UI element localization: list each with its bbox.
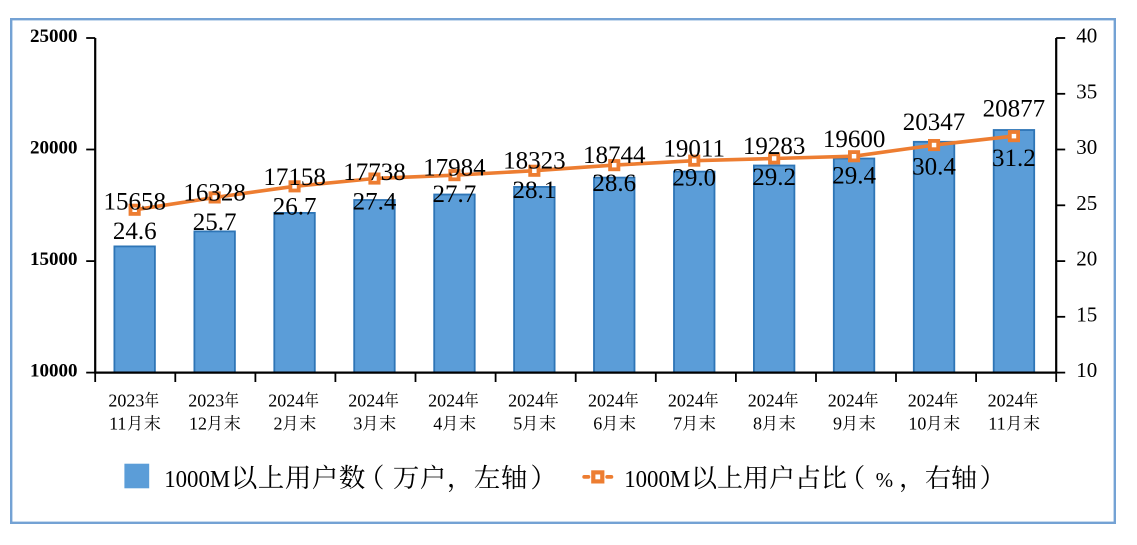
svg-text:27.7: 27.7 — [433, 181, 477, 208]
svg-text:1000M: 1000M — [624, 467, 690, 493]
svg-text:28.1: 28.1 — [513, 177, 557, 204]
svg-text:30: 30 — [1076, 135, 1097, 159]
svg-text:18323: 18323 — [503, 147, 566, 174]
svg-text:20877: 20877 — [983, 95, 1046, 122]
svg-text:11: 11 — [109, 413, 126, 433]
svg-text:29.2: 29.2 — [752, 164, 796, 191]
svg-text:2024: 2024 — [588, 390, 624, 410]
svg-text:2024: 2024 — [668, 390, 704, 410]
svg-text:18744: 18744 — [583, 142, 646, 169]
svg-text:25000: 25000 — [30, 26, 78, 47]
svg-text:25: 25 — [1076, 191, 1097, 215]
svg-text:40: 40 — [1076, 24, 1097, 48]
svg-text:15: 15 — [1076, 302, 1097, 326]
svg-text:27.4: 27.4 — [353, 189, 397, 216]
svg-text:35: 35 — [1076, 79, 1097, 103]
svg-text:2: 2 — [274, 413, 283, 433]
svg-text:6: 6 — [593, 413, 602, 433]
svg-text:8: 8 — [753, 413, 762, 433]
svg-text:2024: 2024 — [908, 390, 944, 410]
svg-text:2024: 2024 — [268, 390, 304, 410]
svg-text:2023: 2023 — [108, 390, 144, 410]
svg-text:2024: 2024 — [828, 390, 864, 410]
svg-text:10000: 10000 — [30, 361, 78, 382]
svg-text:2024: 2024 — [508, 390, 544, 410]
svg-text:2024: 2024 — [748, 390, 784, 410]
svg-text:19283: 19283 — [743, 133, 806, 160]
svg-text:10: 10 — [908, 413, 926, 433]
svg-text:15658: 15658 — [103, 189, 166, 216]
svg-text:19011: 19011 — [663, 136, 725, 163]
svg-text:11: 11 — [988, 413, 1005, 433]
svg-text:17984: 17984 — [423, 155, 486, 182]
svg-text:20: 20 — [1076, 247, 1097, 271]
svg-text:2023: 2023 — [188, 390, 224, 410]
svg-text:20000: 20000 — [30, 137, 78, 158]
svg-text:24.6: 24.6 — [113, 218, 157, 245]
svg-text:12: 12 — [189, 413, 207, 433]
svg-text:28.6: 28.6 — [592, 170, 636, 197]
svg-text:3: 3 — [353, 413, 362, 433]
svg-text:5: 5 — [513, 413, 522, 433]
svg-text:2024: 2024 — [348, 390, 384, 410]
svg-text:9: 9 — [833, 413, 842, 433]
svg-text:30.4: 30.4 — [912, 153, 956, 180]
svg-text:%: % — [876, 468, 894, 492]
svg-text:26.7: 26.7 — [273, 193, 317, 220]
svg-text:10: 10 — [1076, 358, 1097, 382]
svg-text:17158: 17158 — [263, 164, 326, 191]
svg-text:29.0: 29.0 — [672, 164, 716, 191]
svg-text:16328: 16328 — [183, 179, 246, 206]
svg-text:25.7: 25.7 — [193, 209, 237, 236]
svg-text:19600: 19600 — [823, 126, 886, 153]
svg-text:1000M: 1000M — [164, 467, 230, 493]
svg-text:15000: 15000 — [30, 249, 78, 270]
svg-text:7: 7 — [673, 413, 682, 433]
svg-text:2024: 2024 — [988, 390, 1024, 410]
svg-text:20347: 20347 — [903, 109, 966, 136]
svg-text:31.2: 31.2 — [992, 145, 1036, 172]
svg-text:2024: 2024 — [428, 390, 464, 410]
svg-text:4: 4 — [433, 413, 442, 433]
svg-text:17738: 17738 — [343, 159, 406, 186]
svg-text:29.4: 29.4 — [832, 163, 876, 190]
